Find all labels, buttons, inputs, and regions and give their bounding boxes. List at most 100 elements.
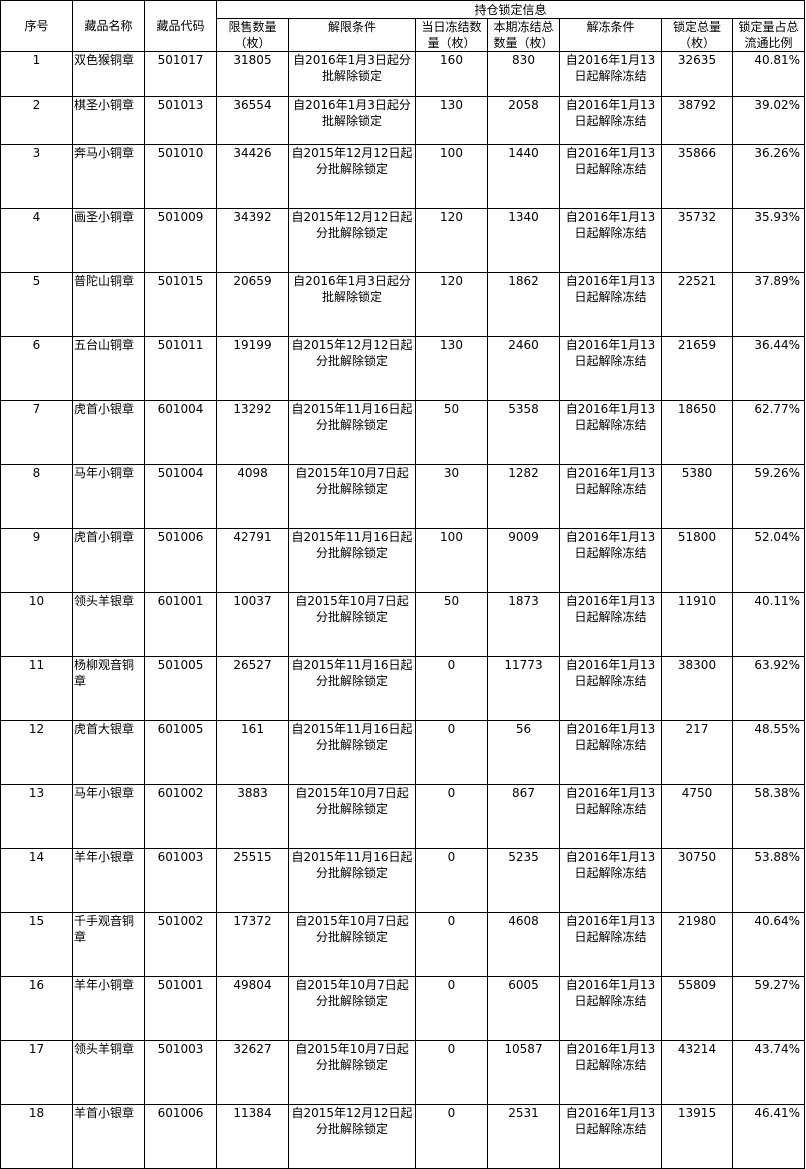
- cell-period-frozen: 830: [487, 51, 560, 97]
- cell-unfreeze-condition: 自2016年1月13日起解除冻结: [559, 912, 662, 977]
- cell-release-condition: 自2015年10月7日起分批解除锁定: [288, 464, 416, 529]
- cell-period-frozen: 1873: [487, 592, 560, 657]
- cell-index: 2: [0, 96, 73, 145]
- cell-restricted-qty: 25515: [216, 848, 289, 913]
- table-row: 4 画圣小铜章 501009 34392 自2015年12月12日起分批解除锁定 120 1…: [0, 208, 806, 273]
- cell-name: 双色猴铜章: [72, 51, 145, 97]
- cell-release-condition: 自2016年1月3日起分批解除锁定: [288, 272, 416, 337]
- cell-daily-frozen: 100: [415, 144, 488, 209]
- cell-lock-ratio: 48.55%: [731, 720, 806, 785]
- cell-code: 501005: [144, 656, 217, 721]
- cell-restricted-qty: 161: [216, 720, 289, 785]
- cell-daily-frozen: 0: [415, 848, 488, 913]
- cell-unfreeze-condition: 自2016年1月13日起解除冻结: [559, 400, 662, 465]
- cell-unfreeze-condition: 自2016年1月13日起解除冻结: [559, 656, 662, 721]
- header-restricted-qty: 限售数量（枚）: [216, 18, 289, 52]
- cell-lock-ratio: 36.44%: [731, 336, 806, 401]
- table-row: 7 虎首小银章 601004 13292 自2015年11月16日起分批解除锁定 50 53…: [0, 400, 806, 465]
- cell-index: 3: [0, 144, 73, 209]
- cell-restricted-qty: 34392: [216, 208, 289, 273]
- cell-release-condition: 自2015年12月12日起分批解除锁定: [288, 144, 416, 209]
- cell-daily-frozen: 120: [415, 272, 488, 337]
- cell-daily-frozen: 0: [415, 976, 488, 1041]
- cell-index: 12: [0, 720, 73, 785]
- cell-name: 羊首小银章: [72, 1104, 145, 1169]
- cell-total-locked: 5380: [661, 464, 733, 529]
- cell-period-frozen: 56: [487, 720, 560, 785]
- cell-release-condition: 自2015年12月12日起分批解除锁定: [288, 1104, 416, 1169]
- cell-lock-ratio: 39.02%: [731, 96, 806, 145]
- cell-lock-ratio: 62.77%: [731, 400, 806, 465]
- cell-unfreeze-condition: 自2016年1月13日起解除冻结: [559, 592, 662, 657]
- table-row: 13 马年小银章 601002 3883 自2015年10月7日起分批解除锁定 0 867 自…: [0, 784, 806, 849]
- cell-total-locked: 30750: [661, 848, 733, 913]
- cell-restricted-qty: 19199: [216, 336, 289, 401]
- cell-code: 601003: [144, 848, 217, 913]
- cell-name: 领头羊银章: [72, 592, 145, 657]
- cell-release-condition: 自2016年1月3日起分批解除锁定: [288, 51, 416, 97]
- cell-unfreeze-condition: 自2016年1月13日起解除冻结: [559, 144, 662, 209]
- header-name: 藏品名称: [72, 0, 145, 52]
- cell-code: 601002: [144, 784, 217, 849]
- cell-release-condition: 自2015年12月12日起分批解除锁定: [288, 336, 416, 401]
- cell-total-locked: 35866: [661, 144, 733, 209]
- cell-total-locked: 43214: [661, 1040, 733, 1105]
- cell-period-frozen: 2531: [487, 1104, 560, 1169]
- cell-daily-frozen: 0: [415, 784, 488, 849]
- cell-release-condition: 自2015年11月16日起分批解除锁定: [288, 400, 416, 465]
- table-row: 10 领头羊银章 601001 10037 自2015年10月7日起分批解除锁定 50 18…: [0, 592, 806, 657]
- cell-unfreeze-condition: 自2016年1月13日起解除冻结: [559, 464, 662, 529]
- cell-period-frozen: 4608: [487, 912, 560, 977]
- cell-release-condition: 自2015年10月7日起分批解除锁定: [288, 1040, 416, 1105]
- header-total-locked: 锁定总量（枚）: [661, 18, 733, 52]
- cell-release-condition: 自2016年1月3日起分批解除锁定: [288, 96, 416, 145]
- cell-unfreeze-condition: 自2016年1月13日起解除冻结: [559, 976, 662, 1041]
- cell-lock-ratio: 46.41%: [731, 1104, 806, 1169]
- cell-code: 501002: [144, 912, 217, 977]
- cell-name: 普陀山铜章: [72, 272, 145, 337]
- cell-period-frozen: 867: [487, 784, 560, 849]
- cell-daily-frozen: 0: [415, 912, 488, 977]
- cell-restricted-qty: 49804: [216, 976, 289, 1041]
- table-row: 17 领头羊铜章 501003 32627 自2015年10月7日起分批解除锁定 0 105…: [0, 1040, 806, 1105]
- cell-release-condition: 自2015年11月16日起分批解除锁定: [288, 528, 416, 593]
- cell-release-condition: 自2015年12月12日起分批解除锁定: [288, 208, 416, 273]
- cell-release-condition: 自2015年10月7日起分批解除锁定: [288, 784, 416, 849]
- cell-index: 6: [0, 336, 73, 401]
- cell-lock-ratio: 63.92%: [731, 656, 806, 721]
- cell-index: 16: [0, 976, 73, 1041]
- table-row: 15 千手观音铜章 501002 17372 自2015年10月7日起分批解除锁定 0 46…: [0, 912, 806, 977]
- table-row: 1 双色猴铜章 501017 31805 自2016年1月3日起分批解除锁定 160 830…: [0, 51, 806, 97]
- cell-unfreeze-condition: 自2016年1月13日起解除冻结: [559, 1104, 662, 1169]
- cell-restricted-qty: 13292: [216, 400, 289, 465]
- cell-lock-ratio: 43.74%: [731, 1040, 806, 1105]
- cell-name: 领头羊铜章: [72, 1040, 145, 1105]
- cell-unfreeze-condition: 自2016年1月13日起解除冻结: [559, 784, 662, 849]
- cell-daily-frozen: 50: [415, 400, 488, 465]
- cell-period-frozen: 5358: [487, 400, 560, 465]
- cell-total-locked: 38792: [661, 96, 733, 145]
- cell-index: 9: [0, 528, 73, 593]
- cell-code: 501006: [144, 528, 217, 593]
- table-row: 12 虎首大银章 601005 161 自2015年11月16日起分批解除锁定 0 56 自2…: [0, 720, 806, 785]
- cell-code: 501009: [144, 208, 217, 273]
- cell-code: 501004: [144, 464, 217, 529]
- cell-lock-ratio: 37.89%: [731, 272, 806, 337]
- cell-total-locked: 55809: [661, 976, 733, 1041]
- cell-code: 601004: [144, 400, 217, 465]
- cell-daily-frozen: 0: [415, 656, 488, 721]
- cell-restricted-qty: 32627: [216, 1040, 289, 1105]
- cell-lock-ratio: 52.04%: [731, 528, 806, 593]
- cell-unfreeze-condition: 自2016年1月13日起解除冻结: [559, 96, 662, 145]
- cell-code: 501017: [144, 51, 217, 97]
- table-row: 8 马年小铜章 501004 4098 自2015年10月7日起分批解除锁定 30 1282…: [0, 464, 806, 529]
- cell-release-condition: 自2015年10月7日起分批解除锁定: [288, 592, 416, 657]
- cell-lock-ratio: 40.64%: [731, 912, 806, 977]
- cell-name: 画圣小铜章: [72, 208, 145, 273]
- cell-period-frozen: 5235: [487, 848, 560, 913]
- cell-unfreeze-condition: 自2016年1月13日起解除冻结: [559, 720, 662, 785]
- cell-unfreeze-condition: 自2016年1月13日起解除冻结: [559, 208, 662, 273]
- cell-total-locked: 11910: [661, 592, 733, 657]
- cell-release-condition: 自2015年11月16日起分批解除锁定: [288, 656, 416, 721]
- cell-lock-ratio: 40.81%: [731, 51, 806, 97]
